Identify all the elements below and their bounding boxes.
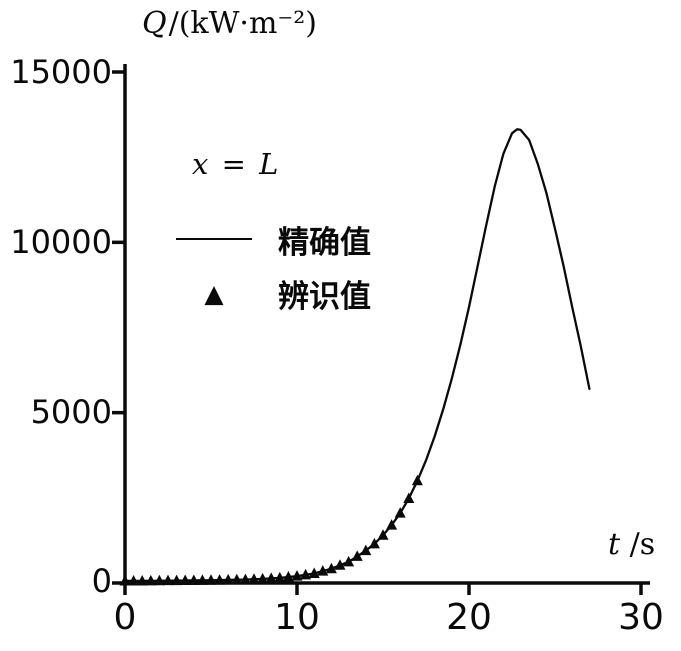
annotation-x-equals-L: x = L	[192, 147, 281, 181]
y-tick-label: 0	[91, 562, 112, 600]
y-tick-label: 15000	[10, 53, 112, 91]
y-tick-label: 10000	[10, 223, 112, 261]
x-tick-label: 10	[274, 597, 320, 638]
y-tick-label: 5000	[30, 393, 112, 431]
legend-item-identified: ▲ 辨识值	[166, 266, 371, 320]
y-axis-units: /(kW·m⁻²)	[168, 6, 317, 41]
y-axis-label: Q/(kW·m⁻²)	[142, 6, 317, 41]
legend-swatch	[166, 238, 262, 240]
legend-label-identified: 辨识值	[278, 278, 371, 315]
line-sample-icon	[176, 238, 252, 240]
x-axis-variable: t	[608, 527, 621, 562]
x-axis-label: t /s	[608, 527, 655, 562]
y-axis-variable: Q	[142, 6, 167, 41]
x-tick-label: 30	[618, 597, 664, 638]
legend: 精确值 ▲ 辨识值	[166, 212, 371, 320]
x-axis-units: /s	[620, 527, 656, 562]
legend-item-exact: 精确值	[166, 212, 371, 266]
x-tick-label: 20	[446, 597, 492, 638]
legend-label-exact: 精确值	[278, 224, 371, 261]
x-tick-label: 0	[113, 597, 137, 638]
triangle-marker-icon: ▲	[204, 278, 224, 308]
legend-swatch: ▲	[166, 281, 262, 306]
